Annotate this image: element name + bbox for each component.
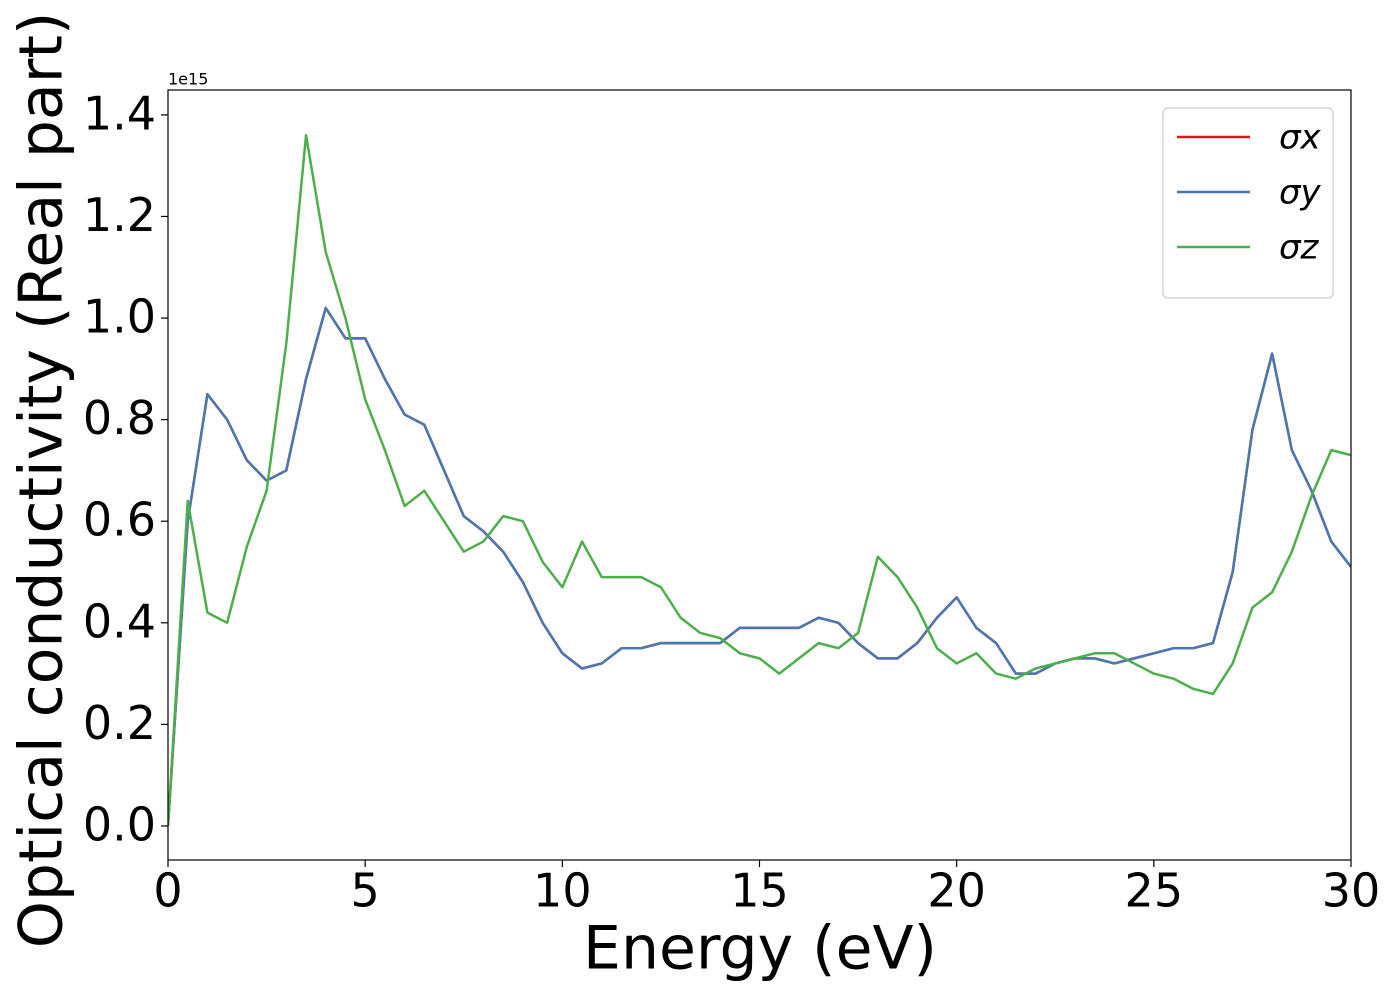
y-tick-label: 1.2 — [83, 188, 156, 242]
legend-label: σz — [1279, 228, 1320, 268]
legend-label: σy — [1279, 173, 1322, 213]
plot-frame — [167, 89, 1352, 861]
legend-box — [1162, 107, 1334, 299]
series-line — [168, 306, 1351, 827]
legend-label: σx — [1279, 118, 1322, 158]
x-axis-label: Energy (eV) — [583, 914, 937, 984]
x-tick-label: 25 — [1125, 864, 1184, 918]
x-tick-label: 5 — [351, 864, 380, 918]
series-line — [168, 133, 1351, 827]
x-tick-label: 30 — [1322, 864, 1381, 918]
y-tick-label: 1.0 — [83, 290, 156, 344]
x-tick-label: 0 — [153, 864, 182, 918]
y-axis-label: Optical conductivity (Real part) — [7, 12, 77, 949]
series-line — [168, 306, 1351, 827]
y-tick-label: 0.8 — [83, 391, 156, 445]
y-tick-label: 0.0 — [83, 797, 156, 851]
y-tick-label: 0.4 — [83, 594, 156, 648]
x-tick-label: 20 — [927, 864, 986, 918]
offset-text: 1e15 — [168, 70, 208, 89]
x-tick-label: 15 — [730, 864, 789, 918]
y-tick-label: 1.4 — [83, 86, 156, 140]
y-tick-label: 0.2 — [83, 696, 156, 750]
x-tick-label: 10 — [533, 864, 592, 918]
y-tick-label: 0.6 — [83, 493, 156, 547]
